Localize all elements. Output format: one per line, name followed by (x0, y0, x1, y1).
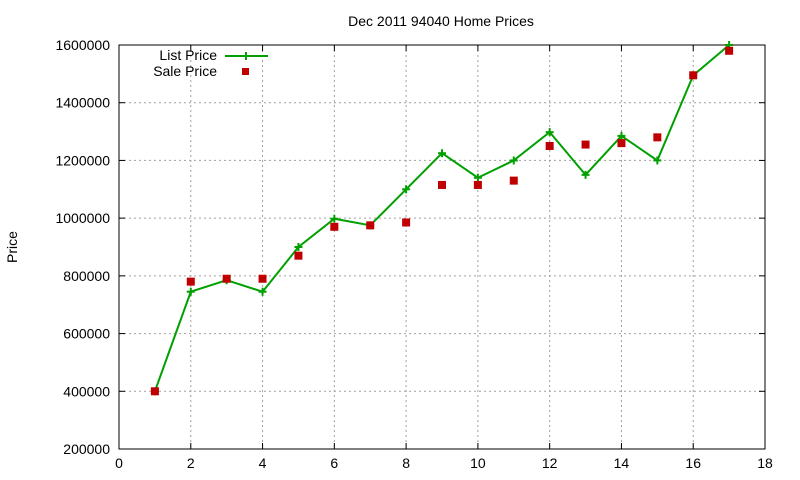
y-tick-label: 1000000 (55, 210, 110, 226)
sale-price-point (366, 221, 375, 230)
axis-ticks: 0 2 4 6 8 10 12 14 16 18 200000 400000 600000 800000 1… (55, 37, 773, 471)
x-tick-label: 0 (115, 455, 123, 471)
sale-price-point (653, 133, 662, 142)
list-price-point (509, 156, 518, 165)
chart-title: Dec 2011 94040 Home Prices (348, 13, 534, 29)
sale-price-point (258, 274, 267, 283)
y-tick-label: 200000 (63, 441, 110, 457)
list-price-point (294, 243, 303, 251)
sale-price-point (294, 251, 303, 260)
sale-price-point (545, 142, 554, 150)
x-tick-label: 8 (402, 455, 410, 471)
series-layer (150, 41, 734, 396)
sale-price-point (222, 274, 231, 283)
x-tick-label: 6 (330, 455, 338, 471)
y-axis-label: Price (4, 231, 20, 263)
list-price-point (186, 287, 195, 296)
sale-price-point (473, 180, 482, 189)
legend-label-list-price: List Price (159, 47, 217, 63)
sale-price-point (725, 46, 734, 55)
sale-price-point (330, 222, 339, 231)
sale-price-point (402, 218, 411, 227)
y-tick-label: 1600000 (55, 37, 110, 53)
legend: List Price Sale Price (153, 47, 268, 79)
list-price-point (473, 173, 482, 182)
x-tick-label: 14 (614, 455, 630, 471)
y-tick-label: 1200000 (55, 152, 110, 168)
x-tick-label: 16 (685, 455, 701, 471)
list-price-point (581, 170, 590, 179)
grid (119, 45, 765, 449)
list-price-point (402, 185, 411, 194)
list-price-point (617, 131, 626, 140)
y-tick-label: 400000 (63, 383, 110, 399)
list-price-point (438, 149, 446, 158)
x-tick-label: 12 (542, 455, 558, 471)
sale-price-point (509, 176, 518, 185)
legend-sale-price-marker (242, 68, 249, 75)
sale-price-point (438, 180, 446, 189)
list-price-point (330, 214, 339, 223)
sale-price-point (150, 387, 159, 396)
list-price-point (258, 287, 267, 296)
sale-price-point (186, 277, 195, 286)
y-tick-label: 600000 (63, 326, 110, 342)
x-tick-label: 10 (470, 455, 486, 471)
legend-plus-marker (242, 52, 250, 60)
list-price-point (545, 128, 554, 137)
sale-price-point (617, 139, 626, 148)
legend-list-price-marker (242, 52, 250, 60)
y-tick-label: 1400000 (55, 95, 110, 111)
plot-border (118, 44, 766, 450)
x-tick-label: 4 (259, 455, 267, 471)
y-tick-label: 800000 (63, 268, 110, 284)
list-price-point (653, 156, 662, 165)
x-tick-label: 18 (757, 455, 773, 471)
x-tick-label: 2 (187, 455, 195, 471)
sale-price-point (689, 71, 698, 80)
sale-price-point (581, 140, 590, 149)
legend-label-sale-price: Sale Price (153, 63, 217, 79)
